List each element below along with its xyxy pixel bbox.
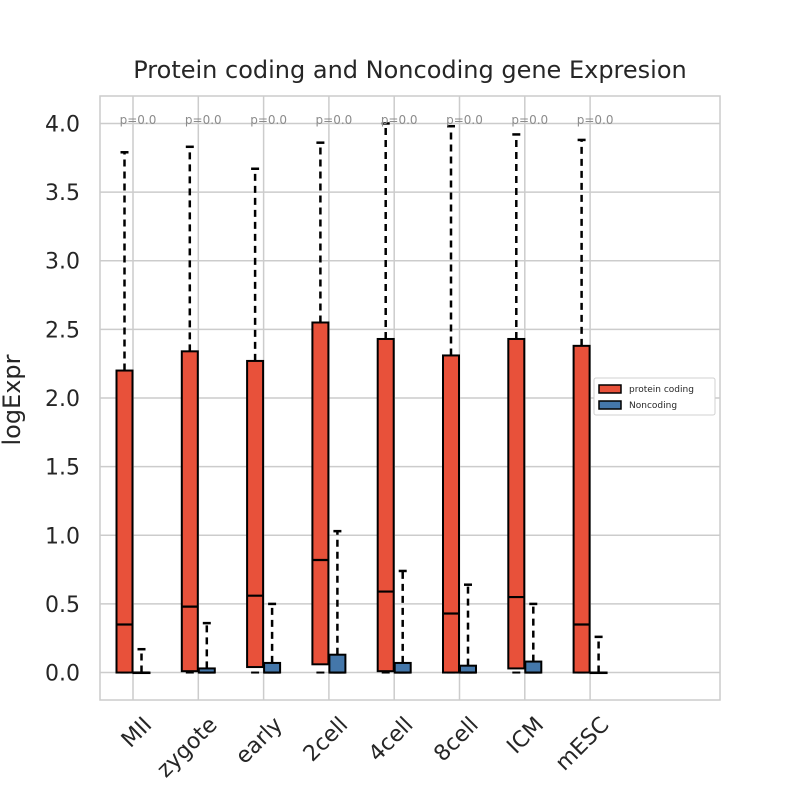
legend-label-protein-coding: protein coding — [629, 385, 694, 395]
box-body — [393, 661, 412, 674]
y-tick-label: 2.5 — [45, 318, 80, 343]
box-noncoding-mii — [132, 647, 151, 675]
box-protein-coding-early — [246, 167, 265, 674]
box-body — [246, 359, 265, 669]
p-value-label: p=0.0 — [577, 113, 614, 127]
box-noncoding-mesc — [589, 635, 608, 675]
box-body — [507, 337, 526, 670]
box-protein-coding-icm — [507, 133, 526, 674]
p-value-label: p=0.0 — [511, 113, 548, 127]
y-axis-ticks: 0.0 0.5 1.0 1.5 2.0 2.5 3.0 3.5 4.0 — [45, 112, 80, 686]
box-noncoding-8cell — [459, 583, 477, 674]
y-tick-label: 0.0 — [45, 662, 80, 687]
p-value-label: p=0.0 — [316, 113, 353, 127]
box-protein-coding-2cell — [311, 141, 330, 674]
box-body — [115, 369, 134, 674]
box-body — [376, 337, 395, 673]
box-noncoding-icm — [524, 602, 543, 674]
y-tick-label: 2.0 — [45, 387, 80, 412]
p-value-label: p=0.0 — [250, 113, 287, 127]
box-protein-coding-4cell — [376, 122, 395, 674]
y-tick-label: 3.5 — [45, 181, 80, 206]
y-tick-label: 3.0 — [45, 250, 80, 275]
y-tick-label: 4.0 — [45, 112, 80, 137]
box-noncoding-early — [263, 602, 282, 674]
legend-label-noncoding: Noncoding — [629, 401, 677, 411]
p-value-label: p=0.0 — [446, 113, 483, 127]
legend-swatch-noncoding — [598, 400, 622, 410]
box-body — [180, 350, 199, 673]
box-protein-coding-mesc — [572, 138, 591, 674]
box-body — [328, 653, 347, 674]
box-protein-coding-mii — [115, 151, 134, 674]
y-tick-label: 1.0 — [45, 524, 80, 549]
box-body — [263, 661, 282, 674]
p-value-label: p=0.0 — [120, 113, 157, 127]
legend-swatch-protein-coding — [598, 384, 622, 394]
box-protein-coding-zygote — [180, 145, 199, 674]
legend: protein coding Noncoding — [593, 377, 716, 416]
box-noncoding-zygote — [197, 621, 216, 674]
box-body — [311, 321, 330, 666]
chart-title: Protein coding and Noncoding gene Expres… — [133, 56, 686, 84]
box-noncoding-4cell — [393, 569, 412, 674]
y-tick-label: 0.5 — [45, 593, 80, 618]
y-tick-label: 1.5 — [45, 456, 80, 481]
boxes — [115, 122, 608, 675]
p-value-label: p=0.0 — [381, 113, 418, 127]
box-body — [572, 344, 591, 674]
box-protein-coding-8cell — [442, 124, 460, 674]
p-value-annotations: p=0.0 p=0.0 p=0.0 p=0.0 p=0.0 p=0.0 p=0.0 p=0.0 — [120, 113, 614, 127]
legend-frame — [593, 377, 716, 416]
box-body — [524, 660, 543, 674]
p-value-label: p=0.0 — [185, 113, 222, 127]
box-noncoding-2cell — [328, 529, 347, 674]
box-body — [442, 354, 460, 674]
y-axis-label: logExpr — [0, 354, 26, 445]
